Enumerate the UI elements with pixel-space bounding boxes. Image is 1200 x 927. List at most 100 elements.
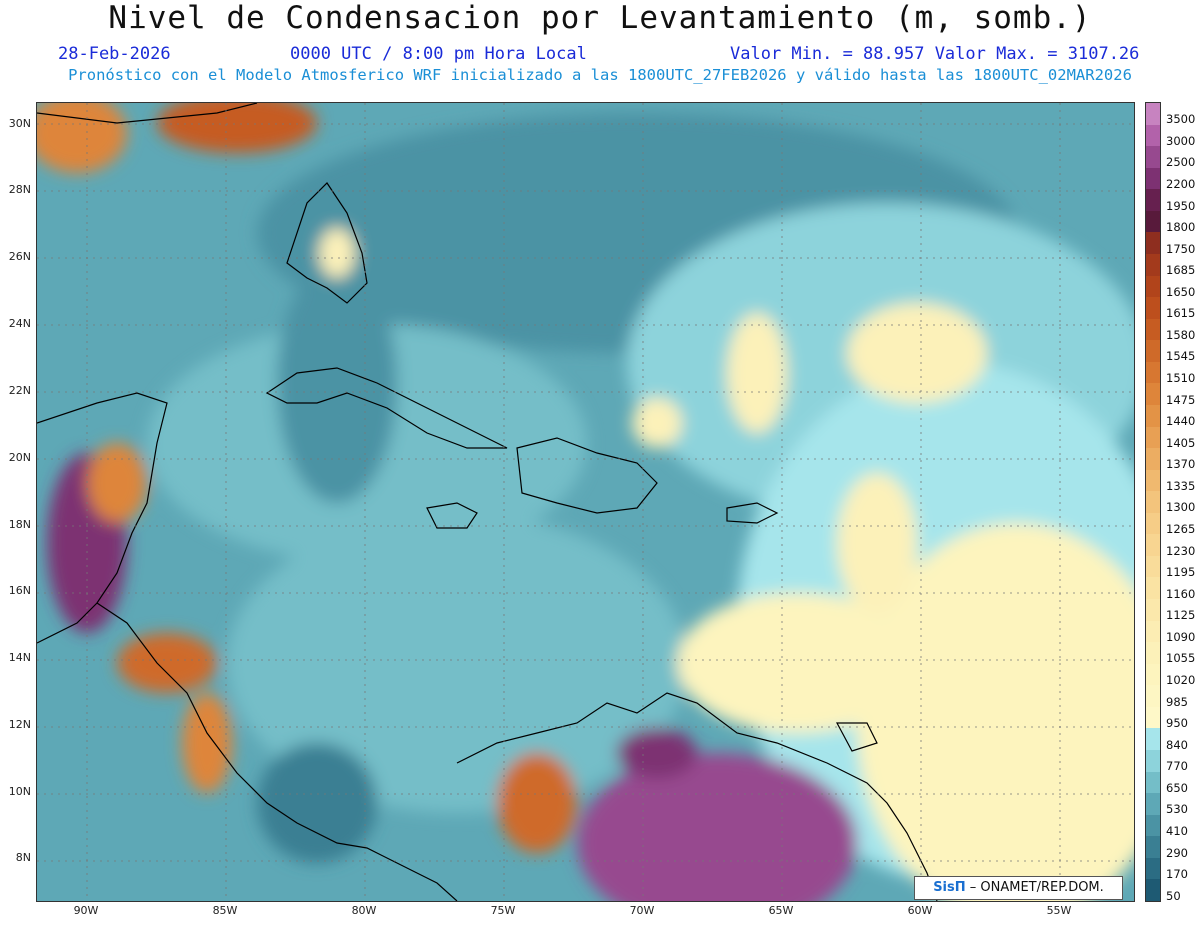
- colorbar-segment: [1146, 512, 1160, 535]
- colorbar-label: 1405: [1166, 435, 1196, 450]
- colorbar-segment: [1146, 577, 1160, 600]
- longitude-label: 70W: [629, 904, 655, 917]
- colorbar-segment: [1146, 124, 1160, 147]
- colorbar-label: 1615: [1166, 306, 1196, 321]
- latitude-label: 18N: [8, 518, 31, 531]
- colorbar-label: 1685: [1166, 263, 1196, 278]
- latitude-label: 26N: [8, 250, 31, 263]
- latitude-label: 12N: [8, 718, 31, 731]
- colorbar-label: 1510: [1166, 371, 1196, 386]
- latitude-label: 22N: [8, 384, 31, 397]
- colorbar-label: 410: [1166, 823, 1188, 838]
- longitude-label: 60W: [907, 904, 933, 917]
- colorbar-segment: [1146, 728, 1160, 751]
- latitude-label: 10N: [8, 785, 31, 798]
- longitude-label: 65W: [768, 904, 794, 917]
- latitude-label: 28N: [8, 183, 31, 196]
- colorbar-segment: [1146, 620, 1160, 643]
- colorbar-label: 1265: [1166, 522, 1196, 537]
- colorbar-label: 3500: [1166, 112, 1196, 127]
- latitude-label: 14N: [8, 651, 31, 664]
- colorbar-label: 1475: [1166, 392, 1196, 407]
- colorbar-segment: [1146, 836, 1160, 859]
- map-title: Nivel de Condensacion por Levantamiento …: [108, 0, 1092, 36]
- coastlines: [37, 103, 938, 901]
- latitude-label: 20N: [8, 451, 31, 464]
- colorbar-segment: [1146, 534, 1160, 557]
- colorbar-label: 2200: [1166, 176, 1196, 191]
- colorbar-segment: [1146, 210, 1160, 233]
- longitude-label: 80W: [351, 904, 377, 917]
- colorbar-label: 530: [1166, 802, 1188, 817]
- colorbar-label: 170: [1166, 867, 1188, 882]
- credit-text: – ONAMET/REP.DOM.: [969, 880, 1104, 895]
- colorbar-segment: [1146, 297, 1160, 320]
- forecast-time: 0000 UTC / 8:00 pm Hora Local: [290, 44, 587, 64]
- colorbar-label: 770: [1166, 759, 1188, 774]
- colorbar-label: 50: [1166, 888, 1181, 903]
- colorbar-label: 840: [1166, 737, 1188, 752]
- colorbar-label: 1650: [1166, 284, 1196, 299]
- colorbar-label: 2500: [1166, 155, 1196, 170]
- colorbar-label: 290: [1166, 845, 1188, 860]
- latitude-label: 30N: [8, 117, 31, 130]
- colorbar-label: 1370: [1166, 457, 1196, 472]
- colorbar-segment: [1146, 253, 1160, 277]
- longitude-label: 55W: [1046, 904, 1072, 917]
- longitude-label: 85W: [212, 904, 238, 917]
- colorbar-segment: [1146, 318, 1160, 341]
- colorbar-segment: [1146, 685, 1160, 708]
- colorbar-label: 1950: [1166, 198, 1196, 213]
- colorbar-segment: [1146, 383, 1160, 406]
- colorbar-segment: [1146, 555, 1160, 578]
- colorbar-label: 1300: [1166, 500, 1196, 515]
- colorbar: [1145, 102, 1161, 902]
- colorbar-segment: [1146, 361, 1160, 384]
- colorbar-label: 1800: [1166, 220, 1196, 235]
- latitude-label: 16N: [8, 584, 31, 597]
- forecast-description: Pronóstico con el Modelo Atmosferico WRF…: [68, 66, 1132, 84]
- map-canvas: [37, 103, 1134, 901]
- colorbar-label: 1580: [1166, 327, 1196, 342]
- colorbar-segment: [1146, 189, 1160, 212]
- colorbar-label: 985: [1166, 694, 1188, 709]
- colorbar-segment: [1146, 750, 1160, 773]
- colorbar-segment: [1146, 706, 1160, 729]
- colorbar-segment: [1146, 469, 1160, 492]
- latitude-label: 24N: [8, 317, 31, 330]
- colorbar-label: 1230: [1166, 543, 1196, 558]
- colorbar-label: 1160: [1166, 586, 1196, 601]
- sisp-logo: SisΠ: [933, 880, 966, 895]
- colorbar-label: 3000: [1166, 133, 1196, 148]
- colorbar-segment: [1146, 146, 1160, 169]
- condensation-field: [37, 103, 1134, 901]
- colorbar-label: 1750: [1166, 241, 1196, 256]
- colorbar-segment: [1146, 879, 1160, 902]
- colorbar-segment: [1146, 448, 1160, 471]
- colorbar-segment: [1146, 642, 1160, 665]
- forecast-date: 28-Feb-2026: [58, 44, 171, 64]
- colorbar-label: 1545: [1166, 349, 1196, 364]
- colorbar-segment: [1146, 771, 1160, 794]
- colorbar-label: 1020: [1166, 673, 1196, 687]
- credit-box: SisΠ – ONAMET/REP.DOM.: [914, 876, 1123, 900]
- longitude-label: 90W: [73, 904, 99, 917]
- colorbar-label: 1335: [1166, 478, 1196, 493]
- colorbar-label: 650: [1166, 780, 1188, 795]
- colorbar-label: 1125: [1166, 608, 1196, 623]
- colorbar-segment: [1146, 857, 1160, 880]
- graticule: [37, 103, 1134, 901]
- colorbar-segment: [1146, 426, 1160, 449]
- colorbar-segment: [1146, 404, 1160, 427]
- colorbar-segment: [1146, 793, 1160, 816]
- colorbar-segment: [1146, 814, 1160, 837]
- colorbar-segment: [1146, 491, 1160, 514]
- value-range: Valor Min. = 88.957 Valor Max. = 3107.26: [730, 44, 1140, 64]
- longitude-label: 75W: [490, 904, 516, 917]
- colorbar-segment: [1146, 340, 1160, 363]
- map-panel: [36, 102, 1135, 902]
- colorbar-label: 950: [1166, 716, 1188, 731]
- colorbar-segment: [1146, 663, 1160, 686]
- colorbar-label: 1440: [1166, 414, 1196, 429]
- colorbar-segment: [1146, 599, 1160, 622]
